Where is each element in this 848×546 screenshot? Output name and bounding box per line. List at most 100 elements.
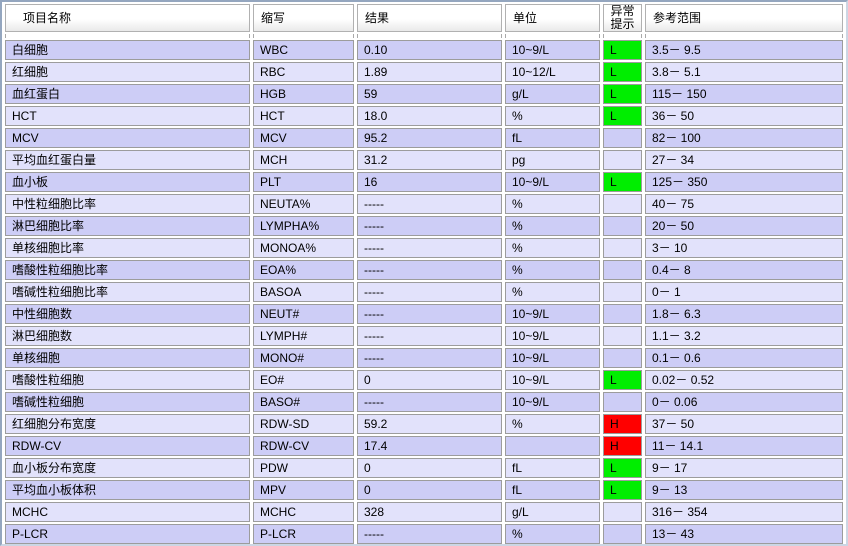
cell-result: 0 — [357, 370, 502, 390]
cell-reference-range: 9－ 13 — [645, 480, 843, 500]
table-row: 平均血小板体积 MPV 0 fL L 9－ 13 — [5, 480, 843, 500]
cell-abbreviation: RDW-CV — [253, 436, 354, 456]
table-row: 平均血红蛋白量 MCH 31.2 pg 27－ 34 — [5, 150, 843, 170]
cell-reference-range: 40－ 75 — [645, 194, 843, 214]
cell-unit: g/L — [505, 84, 600, 104]
cell-item-name: 平均血小板体积 — [5, 480, 250, 500]
cell-abbreviation: BASOA — [253, 282, 354, 302]
cell-result: ----- — [357, 260, 502, 280]
cell-result: 18.0 — [357, 106, 502, 126]
table-row: 红细胞 RBC 1.89 10~12/L L 3.8－ 5.1 — [5, 62, 843, 82]
cell-abbreviation: MCH — [253, 150, 354, 170]
cell-abbreviation: NEUTA% — [253, 194, 354, 214]
table-row: 嗜碱性粒细胞 BASO# ----- 10~9/L 0－ 0.06 — [5, 392, 843, 412]
table-row: 嗜酸性粒细胞 EO# 0 10~9/L L 0.02－ 0.52 — [5, 370, 843, 390]
cell-item-name: 嗜酸性粒细胞 — [5, 370, 250, 390]
column-header-unit: 单位 — [505, 4, 600, 32]
cell-item-name: 嗜碱性粒细胞 — [5, 392, 250, 412]
cell-abbreviation: MCHC — [253, 502, 354, 522]
cell-unit: % — [505, 194, 600, 214]
cell-result: 0.10 — [357, 40, 502, 60]
cell-item-name: 血小板分布宽度 — [5, 458, 250, 478]
cell-reference-range: 1.1－ 3.2 — [645, 326, 843, 346]
cell-reference-range: 37－ 50 — [645, 414, 843, 434]
cell-abbreviation: HGB — [253, 84, 354, 104]
cell-unit: 10~12/L — [505, 62, 600, 82]
cell-reference-range: 36－ 50 — [645, 106, 843, 126]
cell-abnormal-flag — [603, 524, 642, 544]
cell-unit: pg — [505, 150, 600, 170]
cell-abbreviation: BASO# — [253, 392, 354, 412]
cell-abnormal-flag — [603, 282, 642, 302]
cell-abbreviation: NEUT# — [253, 304, 354, 324]
cell-abnormal-flag — [603, 260, 642, 280]
cell-abbreviation: PDW — [253, 458, 354, 478]
cell-item-name: 嗜碱性粒细胞比率 — [5, 282, 250, 302]
cell-abnormal-flag: L — [603, 84, 642, 104]
cell-item-name: 平均血红蛋白量 — [5, 150, 250, 170]
cell-item-name: 白细胞 — [5, 40, 250, 60]
cell-unit: % — [505, 238, 600, 258]
cell-reference-range: 82－ 100 — [645, 128, 843, 148]
table-row: 血小板分布宽度 PDW 0 fL L 9－ 17 — [5, 458, 843, 478]
column-header-result: 结果 — [357, 4, 502, 32]
cell-unit: 10~9/L — [505, 348, 600, 368]
cell-reference-range: 9－ 17 — [645, 458, 843, 478]
cell-unit: % — [505, 414, 600, 434]
table-row: 嗜酸性粒细胞比率 EOA% ----- % 0.4－ 8 — [5, 260, 843, 280]
column-header-item-name: 项目名称 — [5, 4, 250, 32]
cell-abbreviation: WBC — [253, 40, 354, 60]
table-row: 嗜碱性粒细胞比率 BASOA ----- % 0－ 1 — [5, 282, 843, 302]
cell-abnormal-flag: L — [603, 458, 642, 478]
cell-abbreviation: MONO# — [253, 348, 354, 368]
cell-item-name: 嗜酸性粒细胞比率 — [5, 260, 250, 280]
cell-unit: 10~9/L — [505, 172, 600, 192]
cell-abbreviation: MCV — [253, 128, 354, 148]
cell-item-name: MCV — [5, 128, 250, 148]
cell-item-name: 红细胞 — [5, 62, 250, 82]
cell-abbreviation: EOA% — [253, 260, 354, 280]
cell-abbreviation: RDW-SD — [253, 414, 354, 434]
cell-reference-range: 3.5－ 9.5 — [645, 40, 843, 60]
cell-reference-range: 27－ 34 — [645, 150, 843, 170]
cell-abbreviation: MONOA% — [253, 238, 354, 258]
cell-reference-range: 1.8－ 6.3 — [645, 304, 843, 324]
cell-item-name: 淋巴细胞比率 — [5, 216, 250, 236]
cell-unit: % — [505, 524, 600, 544]
cell-abbreviation: HCT — [253, 106, 354, 126]
cell-abnormal-flag: L — [603, 106, 642, 126]
table-row: 血小板 PLT 16 10~9/L L 125－ 350 — [5, 172, 843, 192]
cell-reference-range: 3－ 10 — [645, 238, 843, 258]
cell-abnormal-flag — [603, 238, 642, 258]
cell-result: 16 — [357, 172, 502, 192]
column-header-reference-range: 参考范围 — [645, 4, 843, 32]
cell-result: ----- — [357, 524, 502, 544]
cell-item-name: 单核细胞比率 — [5, 238, 250, 258]
cell-unit: % — [505, 216, 600, 236]
cell-item-name: RDW-CV — [5, 436, 250, 456]
cell-result: 1.89 — [357, 62, 502, 82]
table-row: 白细胞 WBC 0.10 10~9/L L 3.5－ 9.5 — [5, 40, 843, 60]
cell-item-name: 血红蛋白 — [5, 84, 250, 104]
cell-reference-range: 20－ 50 — [645, 216, 843, 236]
header-spacer-row — [5, 34, 843, 38]
cell-abnormal-flag: L — [603, 370, 642, 390]
cell-result: ----- — [357, 238, 502, 258]
cell-reference-range: 115－ 150 — [645, 84, 843, 104]
cell-result: 328 — [357, 502, 502, 522]
header-row: 项目名称 缩写 结果 单位 异常 提示 参考范围 — [5, 4, 843, 32]
cell-abnormal-flag: L — [603, 62, 642, 82]
cell-abbreviation: P-LCR — [253, 524, 354, 544]
cell-result: 59.2 — [357, 414, 502, 434]
cell-result: ----- — [357, 392, 502, 412]
cell-unit: 10~9/L — [505, 40, 600, 60]
cell-abnormal-flag: L — [603, 480, 642, 500]
cell-abbreviation: PLT — [253, 172, 354, 192]
cell-abbreviation: LYMPHA% — [253, 216, 354, 236]
cell-reference-range: 3.8－ 5.1 — [645, 62, 843, 82]
cell-unit: % — [505, 260, 600, 280]
cell-result: 17.4 — [357, 436, 502, 456]
cell-unit — [505, 436, 600, 456]
